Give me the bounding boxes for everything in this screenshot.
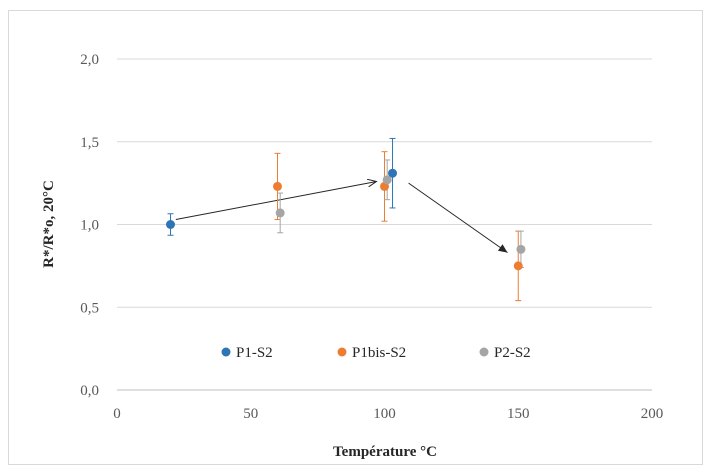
x-tick-label: 150 <box>507 406 530 422</box>
y-tick-label: 0,5 <box>80 300 99 316</box>
data-point <box>516 244 526 254</box>
data-point <box>273 181 282 191</box>
trend-arrow <box>175 181 377 221</box>
y-tick-label: 1,5 <box>80 135 99 151</box>
error-bars <box>167 137 524 302</box>
trend-arrow <box>408 182 508 254</box>
data-point <box>166 220 175 229</box>
data-point <box>388 168 398 178</box>
gridlines <box>117 58 652 308</box>
chart-frame <box>8 10 703 465</box>
x-tick-label: 50 <box>243 406 258 422</box>
legend-marker <box>221 347 231 357</box>
y-tick-label: 2,0 <box>80 52 99 68</box>
legend-marker <box>479 347 489 357</box>
data-points <box>166 168 526 271</box>
legend: P1-S2 P1bis-S2 P2-S2 <box>221 345 531 361</box>
legend-label: P2-S2 <box>494 345 531 361</box>
y-axis-title: R*/R*o, 20°C <box>41 180 57 268</box>
data-point <box>382 175 392 185</box>
tick-labels: 0,0 0,5 1,0 1,5 2,0 0 50 100 150 200 <box>80 52 663 422</box>
x-tick-label: 0 <box>113 406 121 422</box>
y-tick-label: 0,0 <box>80 383 99 399</box>
x-tick-label: 100 <box>373 406 396 422</box>
trend-arrows <box>175 181 508 254</box>
x-axis-title: Température °C <box>333 444 437 460</box>
legend-label: P1bis-S2 <box>352 345 406 361</box>
legend-marker <box>337 347 347 357</box>
x-tick-label: 200 <box>641 406 664 422</box>
y-tick-label: 1,0 <box>80 218 99 234</box>
legend-label: P1-S2 <box>236 345 273 361</box>
data-point <box>275 208 285 218</box>
data-point <box>513 261 523 271</box>
